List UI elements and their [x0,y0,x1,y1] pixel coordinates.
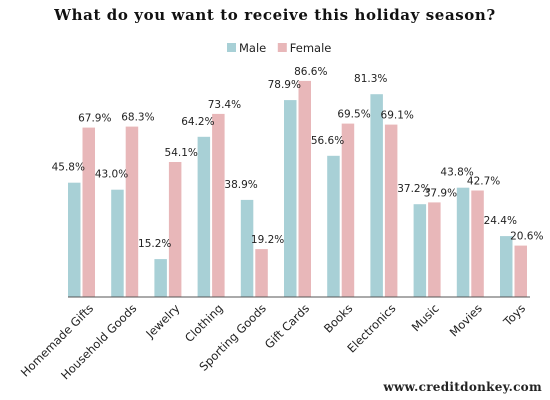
chart-title: What do you want to receive this holiday… [54,6,496,24]
bar-male-5 [284,100,297,297]
value-label-female-10: 20.6% [510,231,543,243]
bar-male-9 [456,187,470,297]
value-label-female-8: 37.9% [424,187,457,199]
value-label-female-3: 73.4% [208,99,241,111]
bar-male-8 [413,204,427,297]
bar-female-8 [428,202,441,297]
value-label-female-5: 86.6% [294,66,327,78]
value-labels: 45.8% 67.9% 43.0% 68.3% 15.2% 54.1% 64.2% 73.4%… [52,66,544,250]
bars [68,80,527,298]
bar-male-2 [154,259,167,297]
value-label-female-0: 67.9% [78,113,111,125]
category-label-2: Jewelry [142,301,182,341]
value-label-female-4: 19.2% [251,234,284,246]
bar-female-10 [514,245,527,297]
category-label-10: Toys [500,301,528,329]
value-label-female-1: 68.3% [121,112,154,124]
value-label-male-3: 64.2% [181,116,214,128]
value-label-male-10: 24.4% [484,215,517,227]
value-label-male-9: 43.8% [440,167,473,179]
value-label-female-7: 69.1% [381,110,414,122]
bar-male-1 [111,189,124,297]
value-label-male-8: 37.2% [397,183,430,195]
value-label-male-2: 15.2% [138,238,171,250]
category-label-1: Household Goods [58,301,139,382]
bar-female-6 [341,123,355,297]
bar-female-5 [298,80,311,298]
category-label-8: Music [409,301,442,334]
category-label-3: Clothing [182,301,226,345]
value-label-male-6: 56.6% [311,135,344,147]
category-label-0: Homemade Gifts [18,301,96,379]
value-label-male-4: 38.9% [224,179,257,191]
category-label-5: Gift Cards [262,301,312,351]
bar-female-0 [82,127,95,297]
bar-female-7 [384,124,398,297]
bar-female-9 [471,190,484,297]
legend: Male Female [227,41,331,55]
bar-male-10 [500,236,513,297]
bar-female-3 [212,113,225,298]
bar-male-7 [370,94,383,297]
legend-label-1: Female [290,41,332,55]
category-label-9: Movies [447,301,485,339]
legend-swatch-1 [277,43,287,52]
value-label-female-6: 69.5% [337,109,370,121]
value-label-male-0: 45.8% [52,162,85,174]
legend-swatch-0 [227,43,236,52]
value-label-male-1: 43.0% [95,169,128,181]
value-label-female-9: 42.7% [467,176,500,188]
bar-male-3 [197,136,211,297]
value-label-female-2: 54.1% [165,147,198,159]
bar-male-0 [68,182,81,297]
bar-female-4 [255,249,268,297]
bar-male-4 [240,199,254,297]
value-label-male-7: 81.3% [354,73,387,85]
bar-female-2 [168,162,182,297]
value-label-male-5: 78.9% [268,79,301,91]
bar-female-1 [125,126,139,297]
source-text: www.creditdonkey.com [383,380,542,394]
legend-label-0: Male [239,41,266,55]
bar-male-6 [327,155,340,297]
category-label-6: Books [321,301,355,335]
